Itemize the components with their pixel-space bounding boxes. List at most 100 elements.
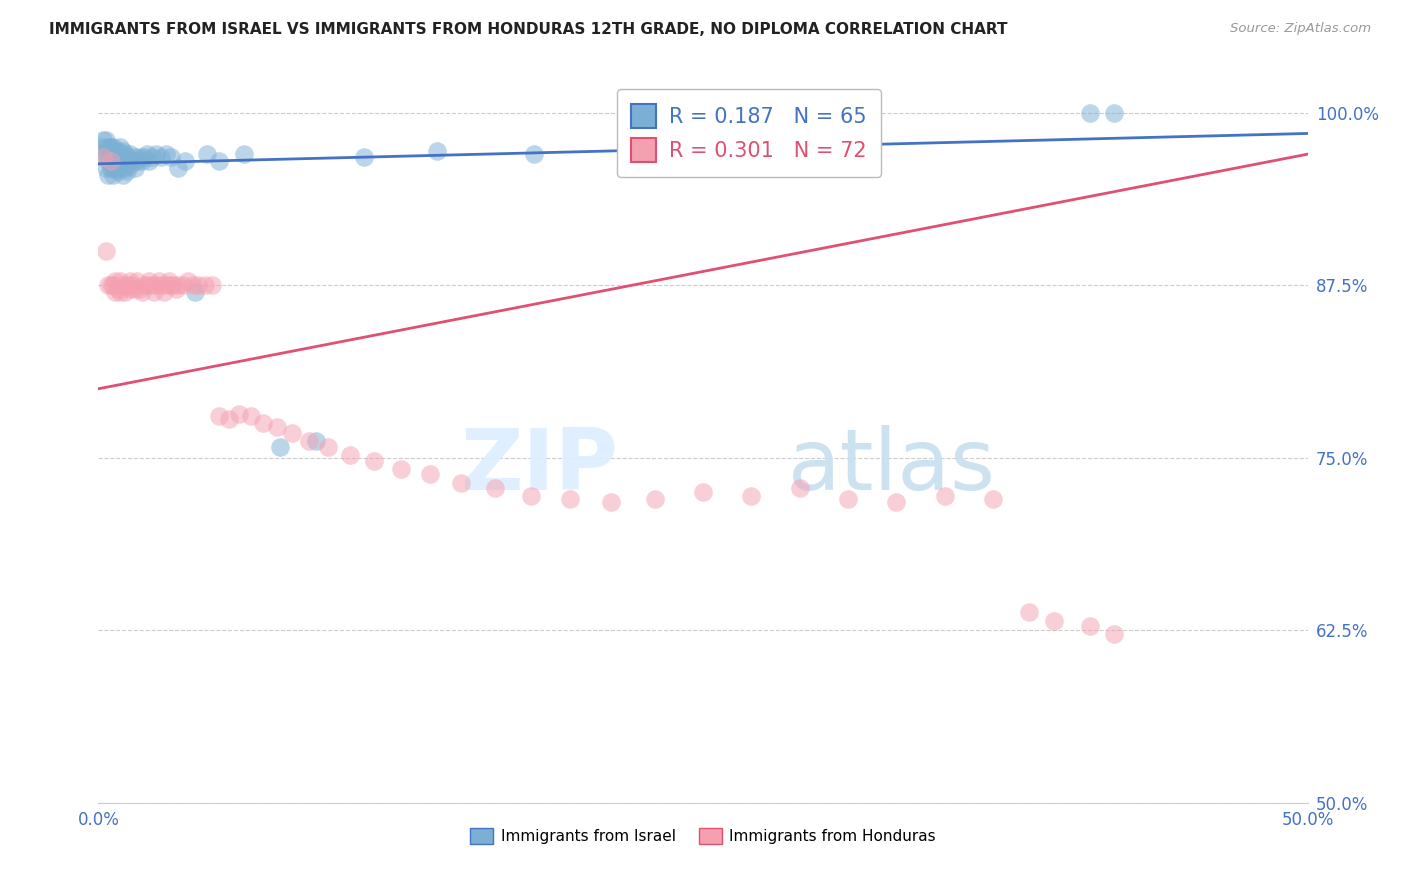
Point bbox=[101, 278, 124, 293]
Point bbox=[101, 140, 124, 154]
Point bbox=[91, 140, 114, 154]
Point bbox=[121, 154, 143, 169]
Point bbox=[100, 154, 122, 169]
Point bbox=[128, 282, 150, 296]
Point bbox=[194, 278, 217, 293]
Point bbox=[363, 453, 385, 467]
Point bbox=[177, 274, 200, 288]
Point bbox=[484, 481, 506, 495]
Point bbox=[94, 133, 117, 147]
Point bbox=[124, 150, 146, 164]
Point bbox=[339, 448, 361, 462]
Point bbox=[172, 278, 194, 293]
Point bbox=[108, 150, 131, 164]
Point bbox=[789, 481, 811, 495]
Point bbox=[127, 154, 149, 169]
Point bbox=[1078, 619, 1101, 633]
Legend: Immigrants from Israel, Immigrants from Honduras: Immigrants from Israel, Immigrants from … bbox=[464, 822, 942, 850]
Point bbox=[1078, 105, 1101, 120]
Point bbox=[305, 434, 328, 449]
Point bbox=[934, 490, 956, 504]
Point bbox=[138, 154, 160, 169]
Point bbox=[128, 150, 150, 164]
Point bbox=[131, 154, 153, 169]
Point bbox=[108, 285, 131, 300]
Point bbox=[101, 168, 124, 182]
Point bbox=[162, 278, 184, 293]
Point bbox=[118, 147, 141, 161]
Point bbox=[252, 417, 274, 431]
Point bbox=[97, 278, 120, 293]
Point bbox=[184, 285, 207, 300]
Point bbox=[160, 278, 183, 293]
Point bbox=[104, 285, 127, 300]
Point bbox=[100, 161, 122, 175]
Point bbox=[520, 490, 543, 504]
Point bbox=[117, 278, 139, 293]
Point bbox=[692, 485, 714, 500]
Point bbox=[181, 278, 204, 293]
Point bbox=[141, 278, 163, 293]
Point bbox=[160, 150, 183, 164]
Point bbox=[127, 274, 149, 288]
Point bbox=[135, 147, 157, 161]
Point bbox=[1102, 105, 1125, 120]
Point bbox=[124, 282, 146, 296]
Point bbox=[104, 161, 127, 175]
Point bbox=[94, 161, 117, 175]
Point bbox=[716, 145, 738, 159]
Point bbox=[97, 168, 120, 182]
Point bbox=[389, 462, 412, 476]
Point bbox=[600, 495, 623, 509]
Point bbox=[558, 492, 581, 507]
Point bbox=[138, 274, 160, 288]
Point bbox=[94, 147, 117, 161]
Point bbox=[316, 440, 339, 454]
Point bbox=[91, 150, 114, 164]
Point bbox=[134, 278, 156, 293]
Point bbox=[426, 145, 449, 159]
Point bbox=[239, 409, 262, 424]
Point bbox=[644, 492, 666, 507]
Point bbox=[90, 147, 112, 161]
Point bbox=[111, 278, 134, 293]
Point bbox=[118, 274, 141, 288]
Point bbox=[114, 161, 136, 175]
Point bbox=[195, 147, 218, 161]
Point bbox=[107, 282, 129, 296]
Point bbox=[97, 140, 120, 154]
Point bbox=[232, 147, 254, 161]
Point bbox=[145, 147, 167, 161]
Point bbox=[104, 274, 127, 288]
Point bbox=[108, 161, 131, 175]
Point bbox=[155, 278, 177, 293]
Point bbox=[837, 492, 859, 507]
Point bbox=[155, 147, 177, 161]
Point bbox=[124, 161, 146, 175]
Point bbox=[100, 154, 122, 169]
Point bbox=[1102, 627, 1125, 641]
Point bbox=[150, 150, 173, 164]
Text: IMMIGRANTS FROM ISRAEL VS IMMIGRANTS FROM HONDURAS 12TH GRADE, NO DIPLOMA CORREL: IMMIGRANTS FROM ISRAEL VS IMMIGRANTS FRO… bbox=[49, 22, 1008, 37]
Point bbox=[157, 274, 180, 288]
Point bbox=[145, 278, 167, 293]
Point bbox=[886, 495, 908, 509]
Point bbox=[104, 145, 127, 159]
Point bbox=[167, 161, 190, 175]
Point bbox=[1042, 614, 1064, 628]
Point bbox=[148, 274, 170, 288]
Point bbox=[152, 285, 174, 300]
Point bbox=[114, 147, 136, 161]
Point bbox=[135, 278, 157, 293]
Point bbox=[91, 133, 114, 147]
Point bbox=[228, 407, 250, 421]
Text: Source: ZipAtlas.com: Source: ZipAtlas.com bbox=[1230, 22, 1371, 36]
Point bbox=[111, 154, 134, 169]
Point bbox=[419, 467, 441, 482]
Point bbox=[100, 147, 122, 161]
Point bbox=[117, 150, 139, 164]
Point bbox=[450, 475, 472, 490]
Point bbox=[104, 154, 127, 169]
Point bbox=[134, 150, 156, 164]
Point bbox=[269, 440, 291, 454]
